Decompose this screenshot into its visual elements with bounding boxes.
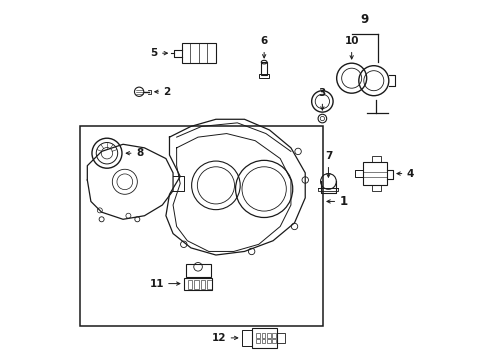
Bar bbox=[266, 339, 270, 343]
Bar bbox=[241, 330, 251, 346]
Bar bbox=[256, 333, 259, 338]
Text: 5: 5 bbox=[150, 48, 157, 58]
Text: 3: 3 bbox=[318, 88, 325, 98]
Bar bbox=[372, 185, 380, 192]
Bar bbox=[261, 62, 266, 75]
Text: 12: 12 bbox=[211, 333, 225, 343]
Text: 7: 7 bbox=[324, 151, 331, 161]
Bar bbox=[261, 333, 264, 338]
Bar bbox=[372, 156, 380, 162]
Bar bbox=[259, 74, 268, 78]
Bar bbox=[363, 162, 386, 185]
Bar bbox=[182, 43, 216, 63]
Text: 4: 4 bbox=[406, 168, 413, 179]
Bar bbox=[266, 333, 270, 338]
Text: 1: 1 bbox=[339, 195, 347, 208]
Bar bbox=[272, 339, 275, 343]
Bar bbox=[251, 328, 277, 348]
Text: 2: 2 bbox=[163, 87, 170, 97]
Text: 11: 11 bbox=[149, 279, 164, 289]
Bar bbox=[261, 339, 264, 343]
Text: 9: 9 bbox=[360, 13, 368, 26]
Bar bbox=[201, 280, 205, 289]
Text: 10: 10 bbox=[344, 36, 358, 46]
Bar bbox=[183, 278, 212, 290]
Bar bbox=[185, 264, 210, 277]
Bar bbox=[272, 333, 275, 338]
Text: 8: 8 bbox=[136, 148, 143, 158]
Text: 6: 6 bbox=[260, 36, 267, 46]
Bar bbox=[207, 280, 211, 289]
Bar bbox=[80, 126, 323, 327]
Bar bbox=[194, 280, 198, 289]
Bar bbox=[277, 333, 284, 343]
Bar bbox=[188, 280, 192, 289]
Bar bbox=[256, 339, 259, 343]
